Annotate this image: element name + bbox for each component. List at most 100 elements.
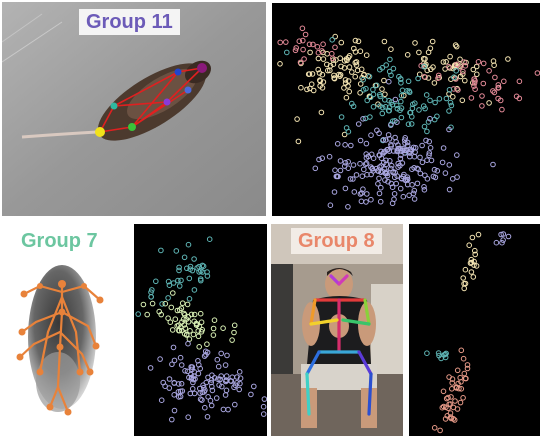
embedding-point (218, 350, 224, 357)
embedding-point (334, 173, 340, 179)
embedding-point (480, 60, 487, 67)
embedding-point (370, 104, 377, 110)
embedding-point (158, 247, 164, 254)
embedding-point (474, 71, 480, 78)
embedding-point (187, 266, 193, 273)
embedding-point (358, 198, 365, 205)
embedding-point (449, 380, 456, 386)
embedding-point (390, 169, 397, 175)
embedding-point (292, 47, 299, 54)
embedding-point (475, 59, 482, 65)
embedding-point (460, 68, 466, 75)
embedding-point (350, 176, 356, 182)
embedding-point (223, 387, 230, 394)
embedding-point (472, 247, 478, 254)
embedding-point (450, 416, 457, 422)
embedding-point (329, 37, 336, 43)
embedding-point (185, 414, 192, 420)
embedding-point (222, 392, 229, 398)
embedding-point (392, 134, 398, 141)
embedding-point (300, 37, 306, 44)
embedding-point (414, 180, 421, 187)
embedding-point (364, 97, 370, 104)
embedding-point (211, 317, 218, 323)
embedding-point (491, 89, 498, 96)
embedding-point (427, 45, 434, 52)
embedding-point (424, 128, 430, 135)
embedding-point (398, 80, 404, 86)
embedding-point (196, 269, 202, 275)
embedding-point (352, 59, 359, 66)
embedding-point (341, 85, 347, 91)
group-8-label: Group 8 (291, 228, 382, 254)
embedding-point (479, 93, 485, 99)
embedding-point (293, 45, 300, 51)
embedding-point (357, 48, 364, 55)
embedding-point (449, 386, 455, 392)
embedding-point (357, 160, 363, 167)
embedding-point (406, 88, 412, 94)
embedding-point (196, 323, 203, 330)
embedding-point (191, 369, 198, 375)
embedding-point (385, 132, 392, 138)
embedding-point (210, 325, 217, 332)
embedding-point (327, 202, 334, 208)
embedding-point (404, 142, 411, 149)
embedding-point (338, 39, 345, 46)
embedding-point (192, 376, 198, 382)
embedding-point (440, 388, 447, 395)
embedding-point (197, 310, 204, 317)
embedding-point (357, 191, 364, 197)
embedding-point (170, 290, 176, 296)
embedding-point (184, 368, 191, 375)
embedding-point (434, 168, 441, 174)
embedding-point (215, 363, 222, 370)
embedding-point (424, 157, 430, 163)
embedding-point (377, 93, 383, 100)
embedding-point (157, 356, 163, 362)
embedding-point (185, 340, 191, 347)
embedding-point (361, 71, 367, 78)
embedding-scatter-right-plot (424, 231, 512, 434)
embedding-point (299, 25, 306, 32)
embedding-point (430, 173, 437, 180)
embedding-point (447, 410, 454, 416)
embedding-point (178, 277, 184, 284)
embedding-point (388, 162, 395, 169)
embedding-point (320, 41, 326, 48)
embedding-point (490, 161, 496, 168)
embedding-point (426, 138, 432, 145)
embedding-point (468, 95, 475, 101)
embedding-point (453, 43, 460, 50)
embedding-point (148, 287, 155, 293)
embedding-point (495, 85, 501, 91)
embedding-point (177, 354, 184, 361)
embedding-point (186, 296, 193, 302)
embedding-point (351, 189, 358, 195)
embedding-point (147, 365, 154, 371)
embedding-point (407, 109, 414, 116)
embedding-point (426, 150, 433, 156)
embedding-point (342, 142, 348, 148)
embedding-point (440, 59, 447, 65)
embedding-point (383, 157, 389, 164)
embedding-point (180, 316, 187, 322)
embedding-point (209, 387, 216, 394)
embedding-point (499, 239, 505, 246)
embedding-point (200, 263, 207, 270)
embedding-point (446, 108, 452, 114)
embedding-point (449, 376, 456, 382)
embedding-point (348, 142, 354, 149)
embedding-point (176, 267, 182, 274)
embedding-point (198, 319, 205, 325)
embedding-point (315, 49, 322, 56)
embedding-point (500, 237, 506, 243)
embedding-point (223, 378, 229, 385)
embedding-point (425, 119, 432, 125)
embedding-point (210, 332, 217, 338)
embedding-point (397, 155, 404, 162)
fly-skeleton (18, 282, 102, 414)
embedding-point (451, 417, 458, 423)
embedding-point (382, 177, 388, 183)
embedding-point (140, 301, 147, 308)
